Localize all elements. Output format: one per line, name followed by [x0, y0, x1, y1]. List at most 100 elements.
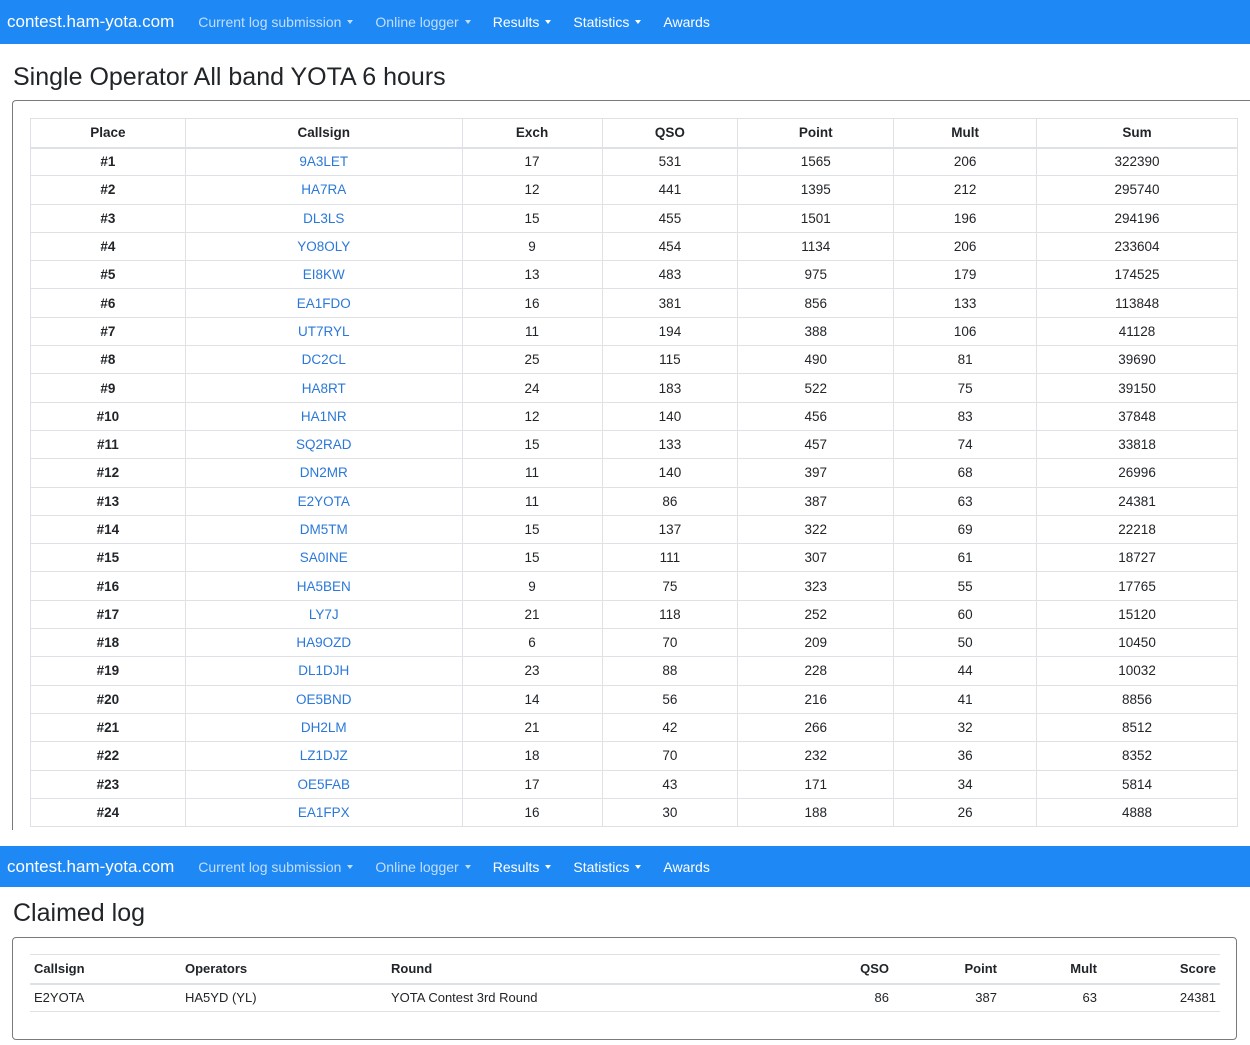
cell-mult: 74 — [893, 429, 1038, 460]
cell-point: 388 — [737, 316, 895, 347]
callsign-link[interactable]: DN2MR — [184, 458, 463, 488]
cell-exch: 16 — [461, 797, 603, 828]
callsign-link[interactable]: YO8OLY — [184, 231, 463, 262]
nav-results[interactable]: Results — [493, 14, 552, 30]
nav-awards[interactable]: Awards — [663, 14, 710, 30]
cell-mult: 133 — [893, 288, 1038, 318]
chevron-down-icon — [347, 20, 354, 24]
callsign-link[interactable]: HA9OZD — [184, 628, 463, 658]
nav-statistics[interactable]: Statistics — [573, 14, 642, 30]
results-header-row: Place Callsign Exch QSO Point Mult Sum — [30, 118, 1238, 149]
chevron-down-icon — [545, 864, 552, 869]
callsign-link[interactable]: LZ1DJZ — [184, 741, 463, 771]
cell-place: #20 — [30, 684, 186, 714]
cell-mult: 69 — [893, 514, 1038, 545]
cell-sum: 295740 — [1036, 175, 1238, 205]
claimed-log-card — [12, 937, 1237, 1040]
callsign-link[interactable]: HA8RT — [184, 373, 463, 403]
col-header-exch: Exch — [461, 118, 603, 149]
callsign-link[interactable]: EI8KW — [184, 260, 463, 290]
cell-exch: 12 — [461, 401, 603, 431]
nav-online-logger[interactable]: Online logger — [375, 14, 471, 30]
cell-exch: 21 — [461, 712, 603, 743]
cell-place: #19 — [30, 656, 186, 686]
callsign-link[interactable]: OE5BND — [184, 684, 463, 714]
cell-place: #10 — [30, 401, 186, 431]
col-header-point: Point — [893, 954, 1001, 985]
cell-exch: 23 — [461, 656, 603, 686]
navbar-brand[interactable]: contest.ham-yota.com — [7, 12, 175, 31]
nav-menu: Current log submission Online logger Res… — [198, 14, 732, 30]
callsign-link[interactable]: HA7RA — [184, 175, 463, 205]
cell-qso: 56 — [601, 684, 739, 714]
nav-current-log-submission[interactable]: Current log submission — [198, 14, 354, 30]
nav-results[interactable]: Results — [493, 859, 552, 875]
callsign-link[interactable]: UT7RYL — [184, 316, 463, 347]
results-card — [12, 100, 1250, 830]
cell-sum: 17765 — [1036, 571, 1238, 601]
cell-qso: 115 — [601, 345, 739, 375]
callsign-link[interactable]: E2YOTA — [184, 486, 463, 516]
callsign-link[interactable]: 9A3LET — [184, 146, 463, 177]
callsign-link[interactable]: EA1FDO — [184, 288, 463, 318]
cell-point: 975 — [737, 260, 895, 290]
cell-point: 1134 — [737, 231, 895, 262]
nav-statistics[interactable]: Statistics — [573, 859, 642, 875]
table-row: #21 DH2LM 21 42 266 32 8512 — [30, 712, 1238, 743]
cell-exch: 11 — [461, 316, 603, 347]
callsign-link[interactable]: HA5BEN — [184, 571, 463, 601]
callsign-link[interactable]: SQ2RAD — [184, 429, 463, 460]
cell-point: 266 — [737, 712, 895, 743]
callsign-link[interactable]: DH2LM — [184, 712, 463, 743]
table-row: #14 DM5TM 15 137 322 69 22218 — [30, 514, 1238, 545]
callsign-link[interactable]: DC2CL — [184, 345, 463, 375]
table-row: #1 9A3LET 17 531 1565 206 322390 — [30, 146, 1238, 177]
cell-point: 228 — [737, 656, 895, 686]
cell-mult: 68 — [893, 458, 1038, 488]
cell-mult: 50 — [893, 628, 1038, 658]
cell-mult: 81 — [893, 345, 1038, 375]
cell-place: #4 — [30, 231, 186, 262]
table-row: #20 OE5BND 14 56 216 41 8856 — [30, 684, 1238, 714]
claimed-log-table: Callsign Operators Round QSO Point Mult … — [30, 954, 1220, 1012]
table-row: #8 DC2CL 25 115 490 81 39690 — [30, 345, 1238, 375]
cell-sum: 4888 — [1036, 797, 1238, 828]
cell-sum: 18727 — [1036, 543, 1238, 573]
callsign-link[interactable]: HA1NR — [184, 401, 463, 431]
navbar-brand[interactable]: contest.ham-yota.com — [7, 856, 175, 876]
cell-qso: 70 — [601, 628, 739, 658]
col-header-mult: Mult — [1001, 954, 1101, 985]
callsign-link[interactable]: DM5TM — [184, 514, 463, 545]
callsign-link[interactable]: DL1DJH — [184, 656, 463, 686]
cell-mult: 63 — [893, 486, 1038, 516]
callsign-link[interactable]: EA1FPX — [184, 797, 463, 828]
cell-place: #21 — [30, 712, 186, 743]
cell-sum: 22218 — [1036, 514, 1238, 545]
nav-awards[interactable]: Awards — [663, 858, 710, 875]
callsign-link[interactable]: LY7J — [184, 599, 463, 630]
cell-place: #1 — [30, 146, 186, 177]
col-header-qso: QSO — [787, 954, 893, 985]
cell-mult: 60 — [893, 599, 1038, 630]
cell-qso: 140 — [601, 458, 739, 488]
cell-qso: 43 — [601, 769, 739, 799]
callsign-link[interactable]: OE5FAB — [184, 769, 463, 799]
claimed-callsign: E2YOTA — [30, 983, 181, 1012]
col-header-qso: QSO — [601, 118, 739, 149]
callsign-link[interactable]: SA0INE — [184, 543, 463, 573]
claimed-score: 24381 — [1101, 983, 1220, 1012]
cell-point: 522 — [737, 373, 895, 403]
cell-mult: 41 — [893, 684, 1038, 714]
nav-current-log-submission[interactable]: Current log submission — [198, 859, 354, 875]
cell-mult: 212 — [893, 175, 1038, 205]
claimed-log-title: Claimed log — [13, 899, 146, 927]
table-row: #7 UT7RYL 11 194 388 106 41128 — [30, 316, 1238, 347]
nav-online-logger[interactable]: Online logger — [375, 859, 471, 875]
callsign-link[interactable]: DL3LS — [184, 203, 463, 233]
cell-exch: 17 — [461, 769, 603, 799]
chevron-down-icon — [635, 20, 642, 24]
cell-place: #3 — [30, 203, 186, 233]
col-header-mult: Mult — [893, 118, 1038, 149]
cell-place: #13 — [30, 486, 186, 516]
cell-qso: 42 — [601, 712, 739, 743]
